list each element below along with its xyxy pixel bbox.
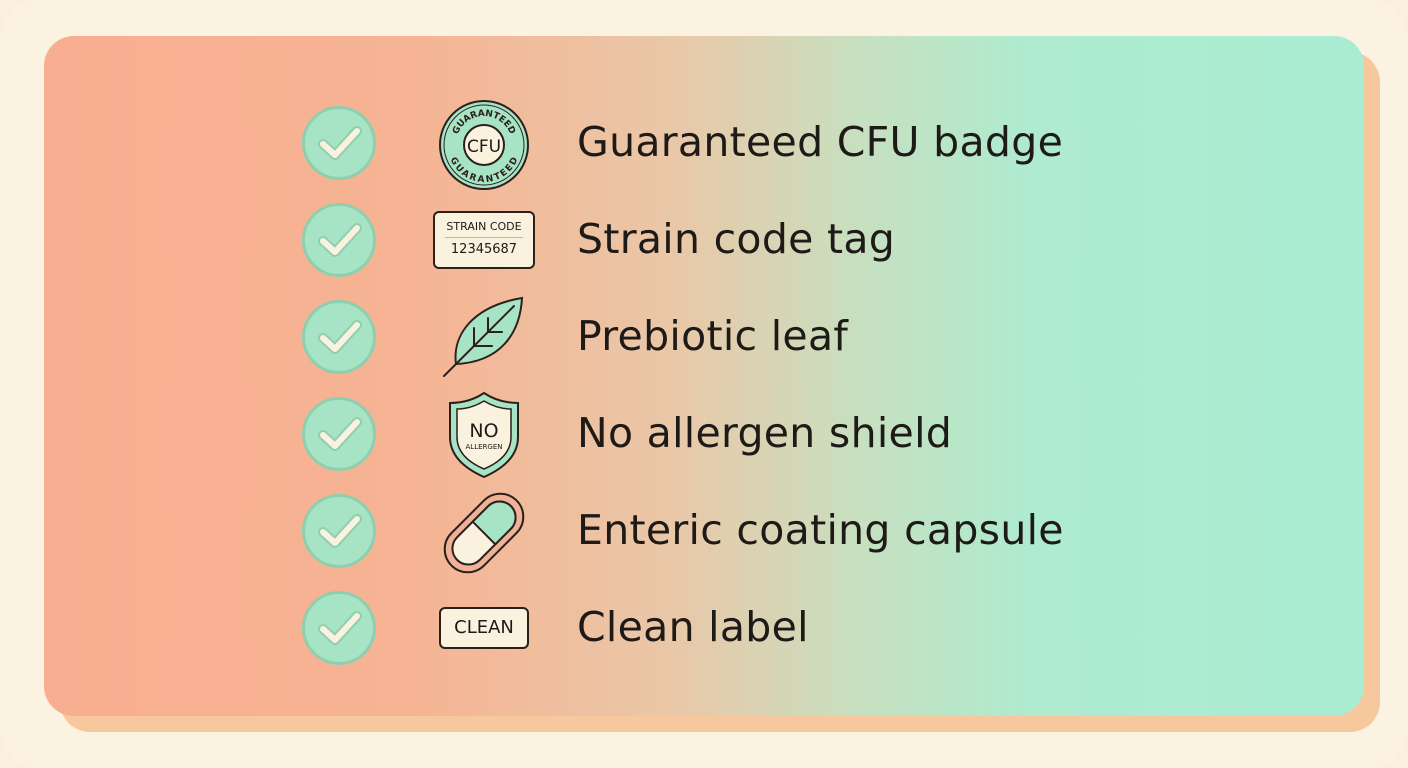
- feature-label: No allergen shield: [577, 409, 953, 457]
- feature-checklist-card: GUARANTEED GUARANTEED CFU Guaranteed CFU…: [44, 36, 1364, 716]
- strain-code-title: STRAIN CODE: [446, 220, 522, 233]
- list-item: STRAIN CODE 12345687 Strain code tag: [44, 197, 1364, 287]
- cfu-badge-icon: GUARANTEED GUARANTEED CFU: [434, 100, 534, 190]
- list-item: CLEAN Clean label: [44, 585, 1364, 675]
- list-item: GUARANTEED GUARANTEED CFU Guaranteed CFU…: [44, 100, 1364, 190]
- svg-text:NO: NO: [469, 420, 498, 442]
- list-item: Prebiotic leaf: [44, 294, 1364, 384]
- check-icon: [302, 300, 376, 374]
- svg-text:ALLERGEN: ALLERGEN: [466, 443, 503, 451]
- list-item: Enteric coating capsule: [44, 488, 1364, 578]
- feature-label: Strain code tag: [577, 215, 896, 263]
- shield-icon: NO ALLERGEN: [434, 391, 534, 481]
- check-icon: [302, 494, 376, 568]
- feature-label: Guaranteed CFU badge: [577, 118, 1064, 166]
- leaf-icon: [434, 294, 534, 384]
- svg-text:CFU: CFU: [467, 137, 501, 157]
- check-icon: [302, 591, 376, 665]
- strain-code-tag-icon: STRAIN CODE 12345687: [433, 197, 535, 287]
- check-icon: [302, 397, 376, 471]
- check-icon: [302, 106, 376, 180]
- feature-label: Prebiotic leaf: [577, 312, 849, 360]
- feature-label: Clean label: [577, 603, 809, 651]
- capsule-icon: [434, 488, 534, 578]
- check-icon: [302, 203, 376, 277]
- clean-label-icon: CLEAN: [434, 585, 534, 675]
- clean-tag-text: CLEAN: [439, 607, 529, 649]
- strain-code-number: 12345687: [450, 242, 518, 257]
- list-item: NO ALLERGEN No allergen shield: [44, 391, 1364, 481]
- feature-label: Enteric coating capsule: [577, 506, 1064, 554]
